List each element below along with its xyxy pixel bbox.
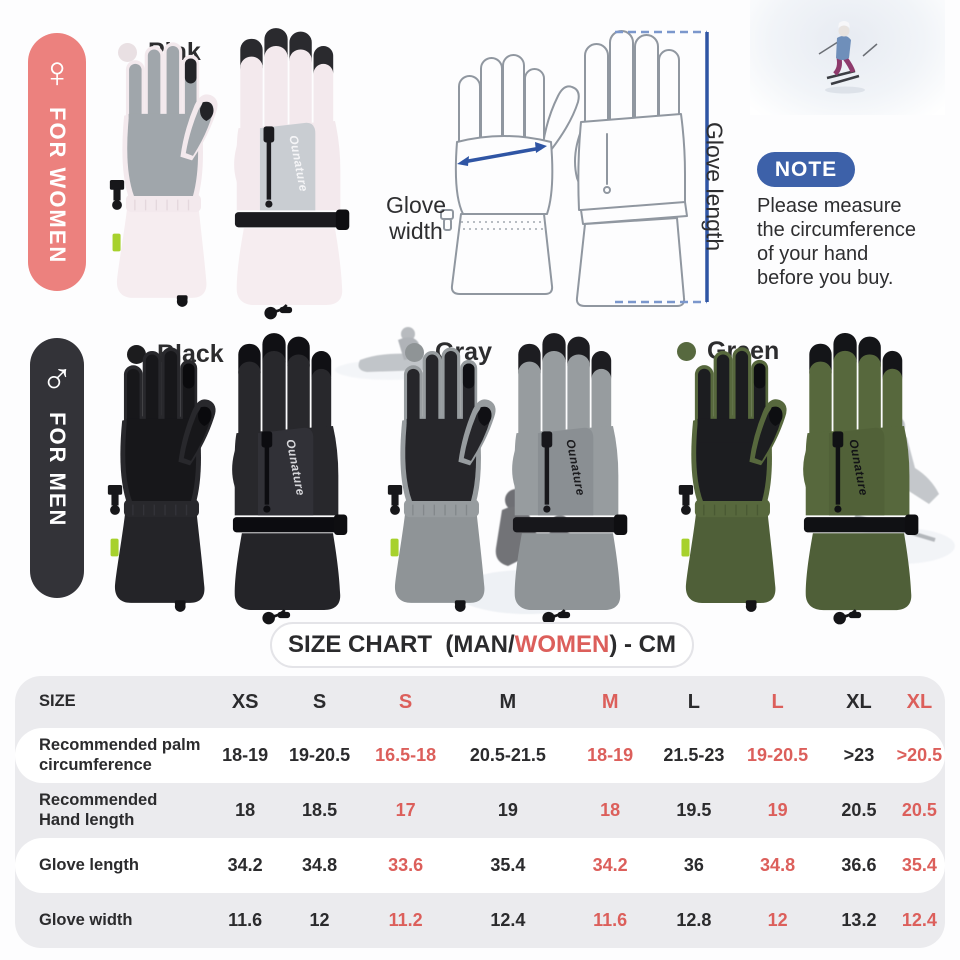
cell-value: 20.5 <box>841 800 877 820</box>
cell-value: 35.4 <box>901 855 937 875</box>
cell-value: 11.2 <box>388 910 423 930</box>
row-label: Glove width <box>39 910 133 929</box>
cell-value: 20.5-21.5 <box>469 745 546 765</box>
cell-value: 12.4 <box>901 910 937 930</box>
pink-color-dot <box>118 43 137 62</box>
measurement-diagram <box>440 30 709 307</box>
note-text: Please measure the circumference of your… <box>757 195 916 289</box>
size-chart-table: SIZE XS S S M M L L XL XL Recommended pa… <box>15 676 945 948</box>
cell-value: 11.6 <box>593 910 628 930</box>
cell-value: 12 <box>767 910 788 930</box>
cell-value: 11.6 <box>228 910 263 930</box>
women-pink-gloves-photo <box>92 28 360 323</box>
col-s-women: S <box>398 690 413 713</box>
size-chart-title: SIZE CHART (MAN/WOMEN) - CM <box>270 622 694 668</box>
table-row-hand-length: Recommended Hand length 18 18.5 17 19 18… <box>15 783 945 838</box>
cell-value: 16.5-18 <box>375 745 437 765</box>
glove-width-label: Glove width <box>385 192 447 245</box>
cell-value: 17 <box>395 800 416 820</box>
cell-value: >20.5 <box>896 745 943 765</box>
table-header-row: SIZE XS S S M M L L XL XL <box>15 676 945 728</box>
glove-length-bracket <box>615 30 709 304</box>
cell-value: 20.5 <box>901 800 937 820</box>
cell-value: 34.2 <box>592 855 628 875</box>
col-l-man: L <box>687 690 700 713</box>
col-xs-man: XS <box>231 690 259 713</box>
skier-photo <box>750 0 945 115</box>
note-badge: NOTE <box>757 152 855 187</box>
for-men-label: FOR MEN <box>45 412 70 528</box>
for-women-badge: ♀ FOR WOMEN <box>28 33 86 291</box>
col-xl-man: XL <box>846 690 872 713</box>
cell-value: 19 <box>497 800 518 820</box>
row-label: Recommended Hand length <box>39 791 158 829</box>
black-color-dot <box>127 345 146 364</box>
cell-value: 33.6 <box>388 855 424 875</box>
men-black-gloves-photo <box>90 333 358 628</box>
color-option-gray: Gray <box>405 338 492 367</box>
cell-value: 12 <box>309 910 330 930</box>
col-m-women: M <box>601 690 619 713</box>
cell-value: 36.6 <box>841 855 877 875</box>
glove-length-label: Glove length <box>701 122 728 252</box>
female-symbol-icon: ♀ <box>40 48 74 97</box>
for-men-badge: ♂ FOR MEN <box>30 338 84 598</box>
title-highlight: WOMEN <box>514 631 610 658</box>
cell-value: 13.2 <box>841 910 877 930</box>
size-header: SIZE <box>39 692 76 711</box>
skier-figure <box>818 21 878 94</box>
col-m-man: M <box>499 690 517 713</box>
col-xl-women: XL <box>906 690 933 713</box>
cell-value: 18 <box>600 800 621 820</box>
men-gray-gloves-photo <box>370 333 638 628</box>
cell-value: 34.8 <box>302 855 338 875</box>
cell-value: 19.5 <box>676 800 712 820</box>
cell-value: 19-20.5 <box>747 745 809 765</box>
row-label: Glove length <box>39 855 139 874</box>
cell-value: 34.2 <box>227 855 263 875</box>
table-row-glove-length: Glove length 34.2 34.8 33.6 35.4 34.2 36… <box>15 838 945 893</box>
cell-value: 18-19 <box>222 745 269 765</box>
glove-width-arrow <box>457 142 547 166</box>
table-row-glove-width: Glove width 11.6 12 11.2 12.4 11.6 12.8 … <box>15 893 945 948</box>
men-green-gloves-photo <box>655 333 935 628</box>
cell-value: 18-19 <box>587 745 634 765</box>
col-s-man: S <box>312 690 327 713</box>
cell-value: 19 <box>767 800 788 820</box>
cell-value: 12.4 <box>490 910 526 930</box>
cell-value: 19-20.5 <box>289 745 351 765</box>
cell-value: >23 <box>843 745 875 765</box>
cell-value: 34.8 <box>760 855 796 875</box>
cell-value: 12.8 <box>676 910 712 930</box>
title-prefix: SIZE CHART (MAN/ <box>288 631 515 658</box>
cell-value: 36 <box>683 855 704 875</box>
title-suffix: ) - CM <box>609 631 676 658</box>
cell-value: 18 <box>235 800 256 820</box>
male-symbol-icon: ♂ <box>40 353 74 402</box>
row-label: Recommended palm circumference <box>39 736 201 774</box>
cell-value: 18.5 <box>302 800 338 820</box>
col-l-women: L <box>771 690 784 713</box>
gray-color-dot <box>405 343 424 362</box>
cell-value: 21.5-23 <box>663 745 725 765</box>
cell-value: 35.4 <box>490 855 526 875</box>
green-color-dot <box>677 342 696 361</box>
for-women-label: FOR WOMEN <box>45 107 70 265</box>
table-row-palm-circumference: Recommended palm circumference 18-19 19-… <box>15 728 945 783</box>
